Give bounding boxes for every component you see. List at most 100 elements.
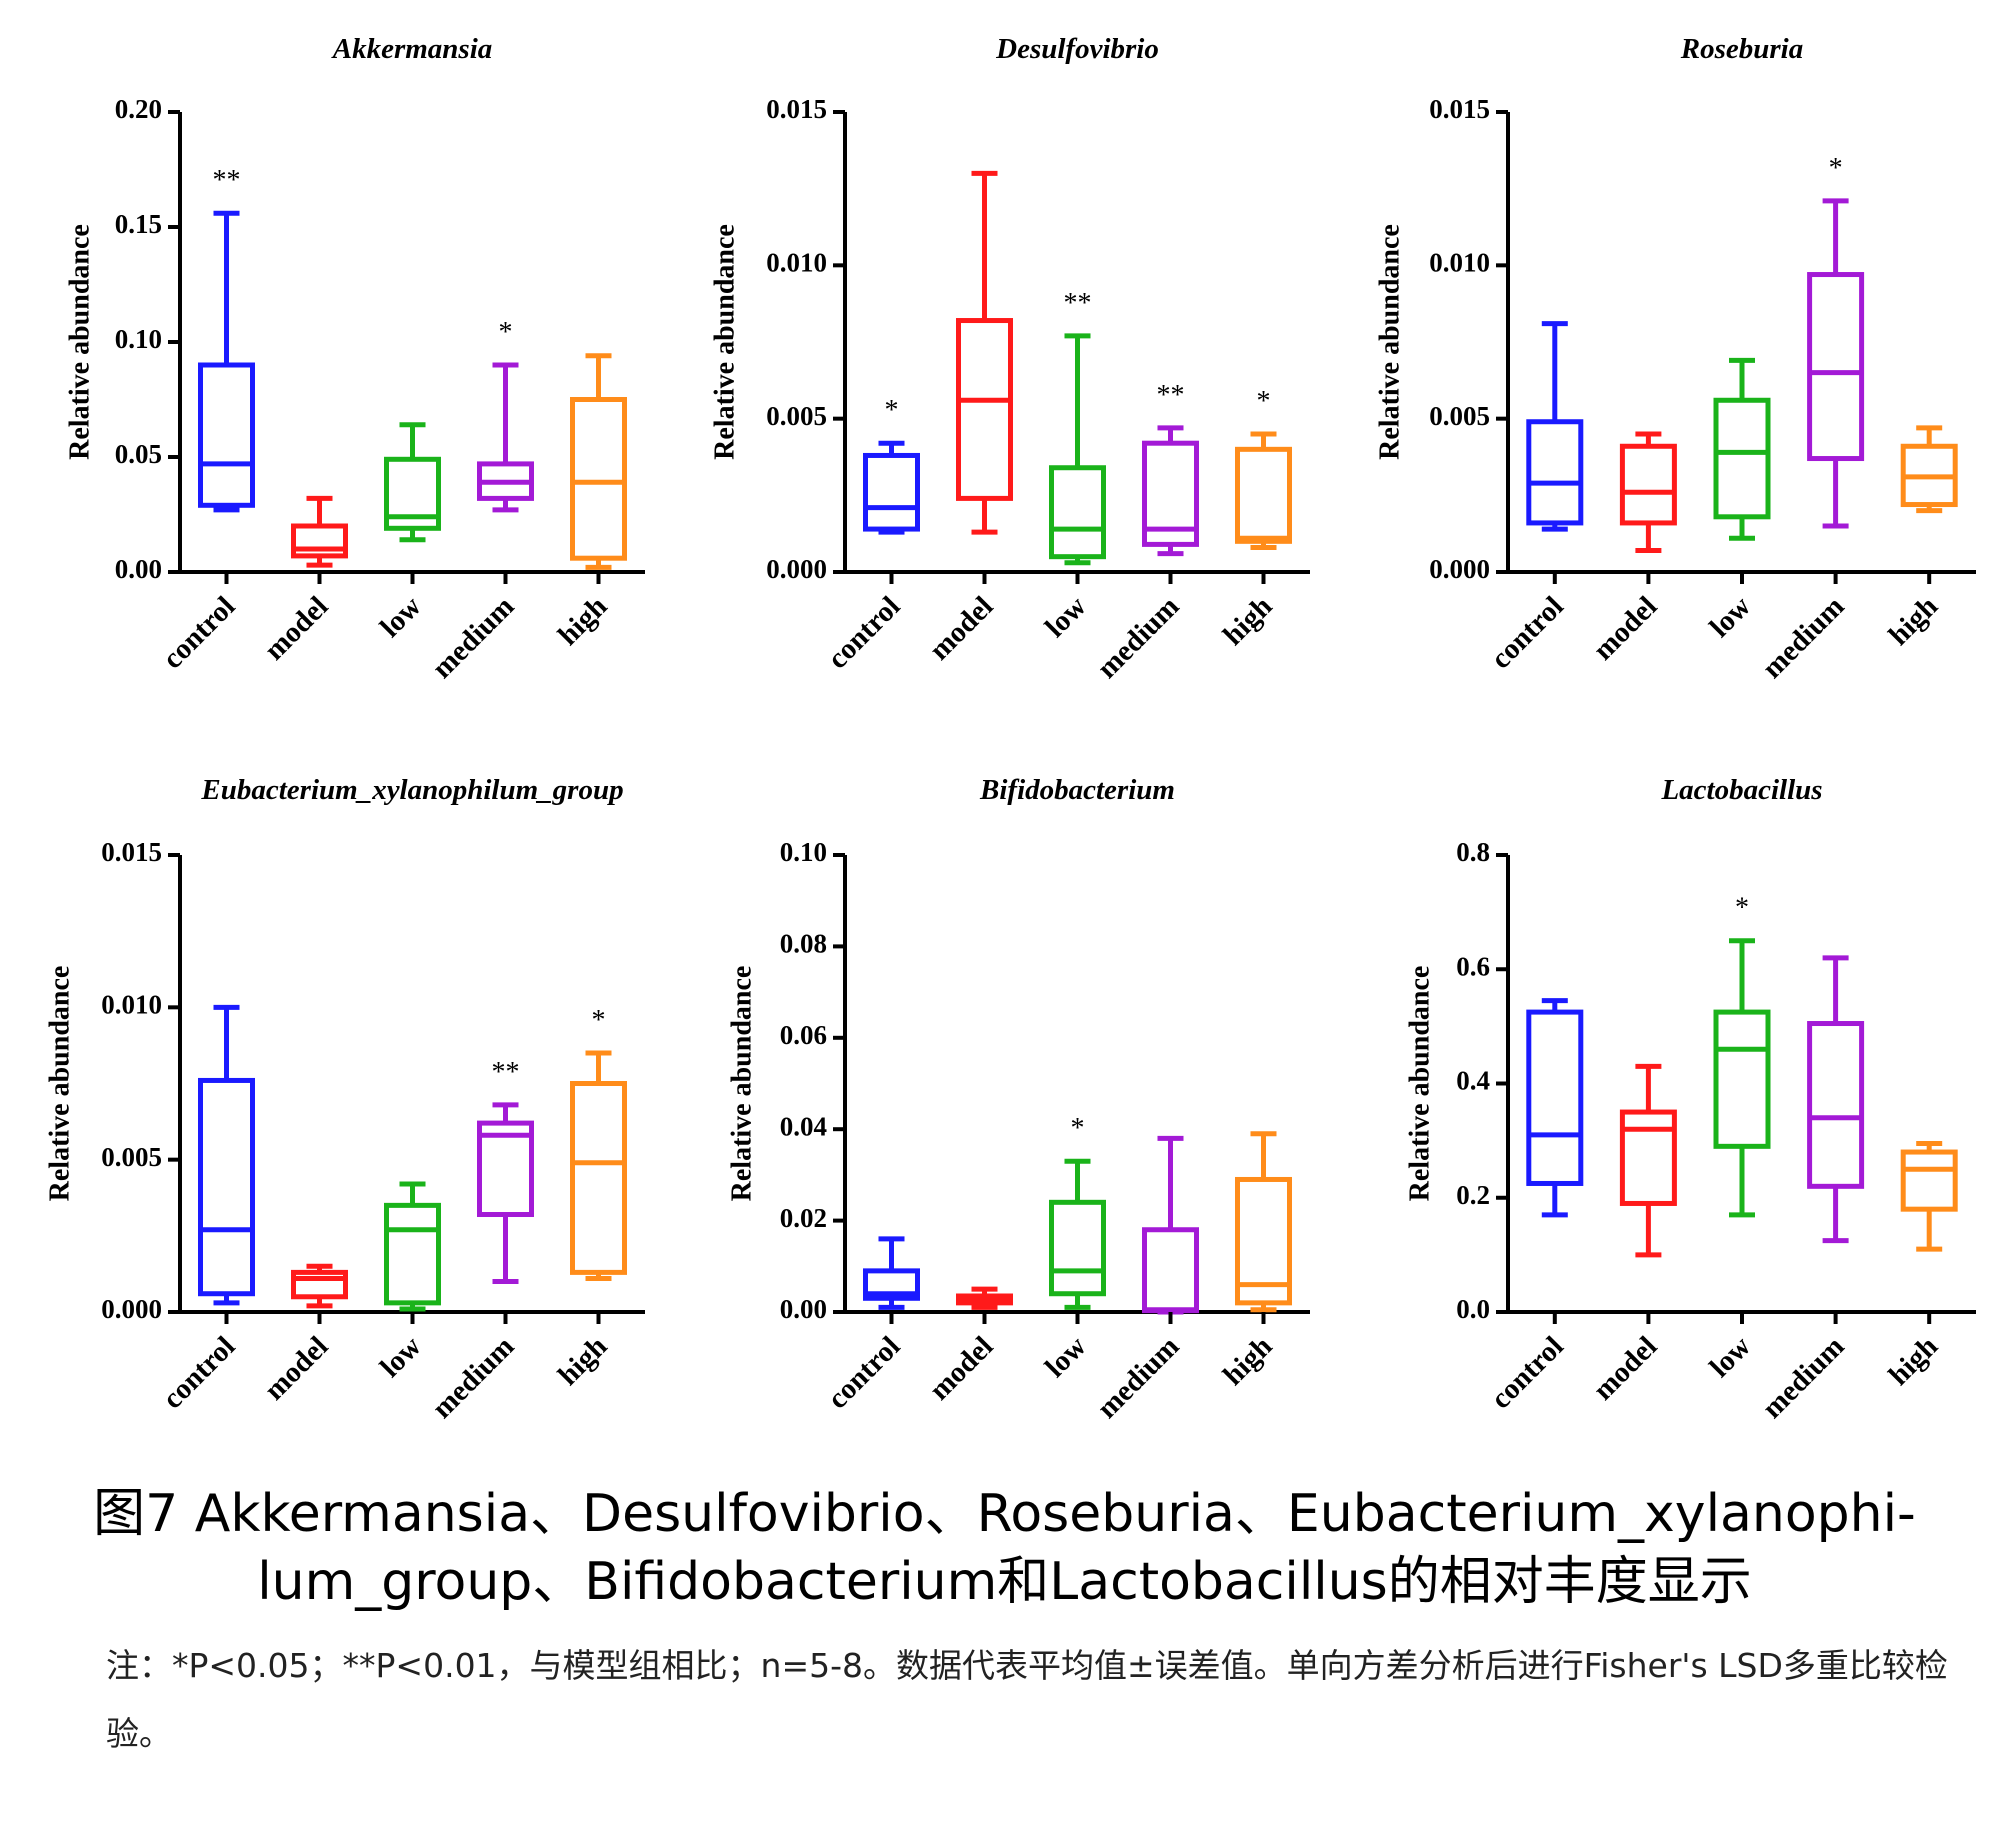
x-tick-label: model [1587, 590, 1663, 666]
significance-marker: * [1829, 153, 1843, 184]
box-model [291, 495, 348, 568]
iqr-box [863, 452, 920, 532]
y-tick-label: 0.005 [1429, 401, 1490, 431]
box-model [291, 1263, 348, 1309]
y-tick-label: 0.05 [115, 439, 162, 469]
box-low [1049, 1158, 1106, 1310]
box-low [384, 422, 441, 543]
figure-grid: Akkermansia Relative abundance 0.00 0.05 0.1… [44, 33, 1976, 1425]
iqr-box [1900, 1149, 1958, 1212]
iqr-box [1235, 1176, 1292, 1306]
significance-marker: ** [1064, 288, 1092, 319]
chart-title: Lactobacillus [1660, 774, 1822, 806]
significance-marker: ** [492, 1057, 520, 1088]
box-model [1619, 1063, 1677, 1258]
x-tick-label: control [822, 590, 907, 675]
chart-panel-3: Roseburia Relative abundance 0.000 0.005 0.0… [1374, 33, 1976, 685]
significance-marker: * [1257, 386, 1271, 417]
significance-marker: ** [1157, 380, 1185, 411]
x-tick-label: high [1217, 590, 1278, 651]
chart-title: Eubacterium_xylanophilum_group [200, 774, 623, 806]
x-tick-label: high [552, 1330, 613, 1391]
x-tick-label: model [923, 1330, 999, 1406]
iqr-box [1713, 1009, 1771, 1149]
x-tick-label: low [1039, 1330, 1092, 1383]
x-tick-label: model [258, 590, 334, 666]
significance-marker: * [499, 317, 513, 348]
box-high [1900, 1140, 1958, 1252]
box-medium [1807, 198, 1865, 529]
y-tick-label: 0.000 [766, 554, 827, 584]
iqr-box [1619, 1109, 1677, 1206]
x-tick-label: model [923, 590, 999, 666]
box-medium [1807, 955, 1865, 1244]
iqr-box [291, 1269, 348, 1300]
y-tick-label: 0.000 [101, 1294, 162, 1324]
x-tick-label: medium [1091, 1330, 1185, 1424]
y-axis-label: Relative abundance [44, 966, 75, 1202]
x-tick-label: high [1217, 1330, 1278, 1391]
box-medium [1142, 425, 1199, 557]
iqr-box [1713, 397, 1771, 520]
iqr-box [1807, 1021, 1865, 1189]
box-control [863, 1236, 920, 1310]
x-tick-label: low [374, 590, 427, 643]
x-tick-label: control [157, 1330, 242, 1415]
y-tick-label: 0.015 [1429, 94, 1490, 124]
y-tick-label: 0.2 [1456, 1180, 1490, 1210]
x-tick-label: low [1704, 1330, 1757, 1383]
y-tick-label: 0.8 [1456, 837, 1490, 867]
box-medium [477, 362, 534, 513]
iqr-box [477, 1120, 534, 1218]
significance-marker: * [592, 1005, 606, 1036]
iqr-box [863, 1268, 920, 1301]
box-model [956, 1286, 1013, 1310]
x-tick-label: control [822, 1330, 907, 1415]
iqr-box [1049, 1199, 1106, 1297]
iqr-box [291, 523, 348, 559]
box-low [1713, 357, 1771, 541]
significance-marker: ** [213, 165, 241, 196]
box-low [1713, 938, 1771, 1218]
chart-panel-2: Desulfovibrio Relative abundance 0.000 0.00… [709, 33, 1310, 685]
caption-line-1: 图7 Akkermansia、Desulfovibrio、Roseburia、E… [93, 1484, 1916, 1544]
chart-panel-5: Bifidobacterium Relative abundance 0.00 0.0… [726, 774, 1310, 1425]
x-tick-label: control [1485, 590, 1570, 675]
box-low [1049, 333, 1106, 566]
x-tick-label: low [374, 1330, 427, 1383]
box-control [863, 440, 920, 535]
x-tick-label: low [1704, 590, 1757, 643]
y-tick-label: 0.4 [1456, 1066, 1490, 1096]
x-tick-label: model [258, 1330, 334, 1406]
box-high [1900, 425, 1958, 514]
x-tick-label: medium [426, 590, 520, 684]
box-medium [1142, 1135, 1199, 1315]
y-tick-label: 0.010 [1429, 248, 1490, 278]
box-high [570, 353, 627, 570]
iqr-box [1526, 419, 1584, 526]
y-axis-label: Relative abundance [726, 966, 757, 1202]
iqr-box [1526, 1009, 1584, 1186]
y-tick-label: 0.005 [101, 1142, 162, 1172]
iqr-box [1049, 465, 1106, 560]
box-model [956, 170, 1013, 535]
y-tick-label: 0.000 [1429, 554, 1490, 584]
iqr-box [1619, 443, 1677, 526]
y-tick-label: 0.015 [101, 837, 162, 867]
x-tick-label: low [1039, 590, 1092, 643]
box-control [1526, 998, 1584, 1218]
box-high [1235, 1131, 1292, 1313]
iqr-box [956, 318, 1013, 501]
x-tick-label: medium [1756, 590, 1850, 684]
y-tick-label: 0.10 [115, 324, 162, 354]
y-tick-label: 0.6 [1456, 951, 1490, 981]
caption-line-2: lum_group、Bifidobacterium和Lactobacillus的… [257, 1552, 1752, 1612]
box-medium [477, 1102, 534, 1285]
iqr-box [1235, 446, 1292, 544]
chart-panel-6: Lactobacillus Relative abundance 0.0 0.2 0.4… [1404, 774, 1976, 1425]
chart-title: Desulfovibrio [995, 33, 1159, 65]
x-tick-label: medium [426, 1330, 520, 1424]
iqr-box [384, 456, 441, 531]
y-tick-label: 0.15 [115, 209, 162, 239]
y-tick-label: 0.0 [1456, 1294, 1490, 1324]
